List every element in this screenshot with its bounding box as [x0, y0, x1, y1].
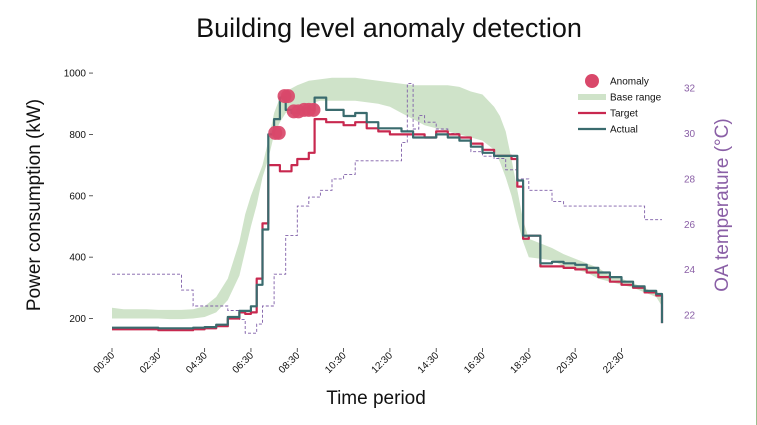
y2-tick-label: 24 — [684, 265, 696, 276]
x-tick-label: 00:30 — [92, 350, 118, 376]
x-axis-title: Time period — [326, 388, 426, 409]
oa-temperature-line — [112, 83, 662, 334]
x-tick-label: 16:30 — [462, 350, 488, 376]
legend-anomaly-swatch — [585, 74, 599, 88]
anomaly-point — [281, 89, 295, 104]
x-tick-label: 22:30 — [601, 350, 627, 376]
y-tick-label: 600 — [69, 191, 86, 202]
x-tick-label: 04:30 — [184, 350, 210, 376]
x-tick-label: 10:30 — [323, 350, 349, 376]
y-axis-ticks: 200 400 600 800 1000 — [64, 69, 93, 325]
legend-label: Base range — [610, 93, 662, 104]
legend-label: Target — [610, 109, 638, 120]
y-tick-label: 400 — [69, 253, 86, 264]
legend: Anomaly Base range Target Actual — [578, 74, 662, 136]
x-tick-label: 06:30 — [231, 350, 257, 376]
x-tick-label: 08:30 — [277, 350, 303, 376]
y-tick-label: 1000 — [64, 69, 87, 80]
anomaly-layer — [268, 89, 321, 140]
y2-tick-label: 32 — [684, 84, 696, 95]
x-tick-label: 20:30 — [555, 350, 581, 376]
x-tick-label: 14:30 — [416, 350, 442, 376]
legend-label: Actual — [610, 125, 638, 136]
x-tick-label: 02:30 — [138, 350, 164, 376]
y2-axis-ticks: 22 24 26 28 30 32 — [684, 84, 696, 322]
actual-line — [112, 96, 664, 330]
oa-temperature-layer — [112, 83, 662, 334]
y2-tick-label: 22 — [684, 311, 696, 322]
y2-axis-title: OA temperature (°C) — [712, 118, 733, 291]
x-tick-label: 12:30 — [370, 350, 396, 376]
y2-tick-label: 30 — [684, 129, 696, 140]
y-axis-title: Power consumption (kW) — [24, 99, 45, 311]
chart-title: Building level anomaly detection — [196, 13, 582, 43]
y2-tick-label: 28 — [684, 174, 696, 185]
x-tick-label: 18:30 — [508, 350, 534, 376]
legend-label: Anomaly — [610, 77, 649, 88]
legend-base-range-swatch — [578, 94, 606, 100]
anomaly-point — [306, 102, 321, 117]
target-line — [112, 118, 664, 332]
y-tick-label: 200 — [69, 314, 86, 325]
y-tick-label: 800 — [69, 130, 86, 141]
series-layer — [112, 96, 664, 332]
anomaly-point — [271, 125, 286, 140]
y2-tick-label: 26 — [684, 220, 696, 231]
x-axis-ticks: 00:30 02:30 04:30 06:30 08:30 10:30 12:30 14:30… — [92, 348, 627, 376]
